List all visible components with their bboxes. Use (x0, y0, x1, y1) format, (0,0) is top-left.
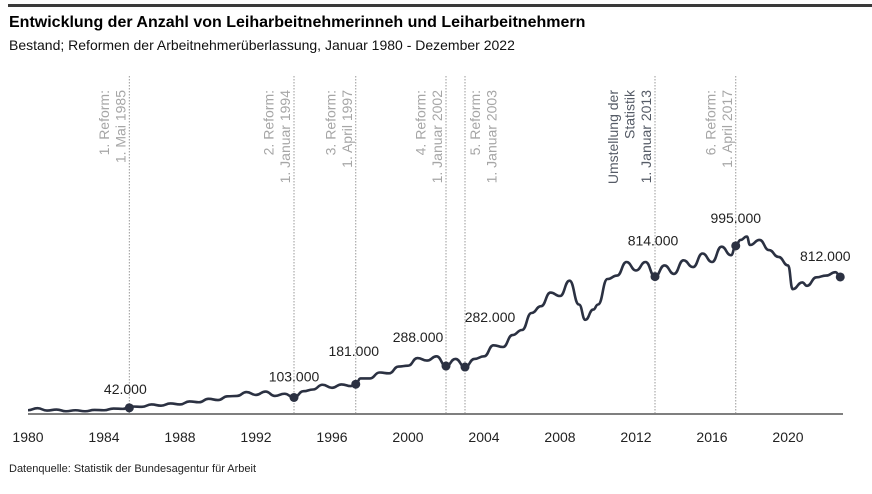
x-tick-label: 2008 (544, 429, 575, 445)
data-label: 282.000 (465, 309, 516, 325)
highlight-point (731, 241, 741, 251)
annotation-label: 3. Reform: (322, 90, 338, 155)
x-tick-label: 2004 (468, 429, 499, 445)
data-label: 812.000 (800, 248, 851, 264)
data-label: 103.000 (269, 368, 320, 384)
chart-subtitle: Bestand; Reformen der Arbeitnehmerüberla… (9, 37, 515, 53)
data-label: 814.000 (628, 233, 679, 249)
highlight-point (441, 361, 451, 371)
annotation-label: Statistik (622, 89, 638, 139)
highlight-point (351, 379, 361, 389)
annotation-label: 1. Januar 2002 (429, 90, 445, 184)
data-source: Datenquelle: Statistik der Bundesagentur… (9, 463, 257, 475)
chart-title: Entwicklung der Anzahl von Leiharbeitneh… (9, 14, 586, 31)
annotation-label: 5. Reform: (467, 90, 483, 155)
data-label: 995.000 (710, 210, 761, 226)
annotation-label: 1. Reform: (96, 90, 112, 155)
x-tick-label: 2020 (772, 429, 803, 445)
highlight-point (460, 362, 470, 372)
annotation-label: Umstellung der (605, 90, 621, 184)
x-tick-label: 1996 (316, 429, 347, 445)
annotation-label: 1. Januar 2013 (638, 90, 654, 184)
series-line (27, 235, 841, 413)
highlight-point (289, 392, 299, 402)
annotation-label: 1. April 1997 (339, 90, 355, 168)
highlight-point (124, 403, 134, 413)
x-tick-label: 1992 (240, 429, 271, 445)
x-tick-label: 1988 (164, 429, 195, 445)
annotation-label: 1. April 2017 (719, 90, 735, 168)
data-label: 181.000 (328, 343, 379, 359)
annotation-label: 4. Reform: (413, 90, 429, 155)
annotation-label: 1. Januar 2003 (484, 90, 500, 184)
highlight-point (835, 272, 845, 282)
data-label: 288.000 (393, 329, 444, 345)
x-tick-label: 1980 (12, 429, 43, 445)
x-tick-label: 1984 (88, 429, 119, 445)
annotation-label: 6. Reform: (702, 90, 718, 155)
annotation-label: 1. Mai 1985 (112, 90, 128, 163)
annotation-label: 2. Reform: (261, 90, 277, 155)
annotation-label: 1. Januar 1994 (277, 90, 293, 184)
x-tick-label: 2016 (696, 429, 727, 445)
highlight-point (650, 272, 660, 282)
x-tick-label: 2000 (392, 429, 423, 445)
x-tick-label: 2012 (620, 429, 651, 445)
data-label: 42.000 (104, 381, 147, 397)
top-rule (8, 4, 872, 7)
